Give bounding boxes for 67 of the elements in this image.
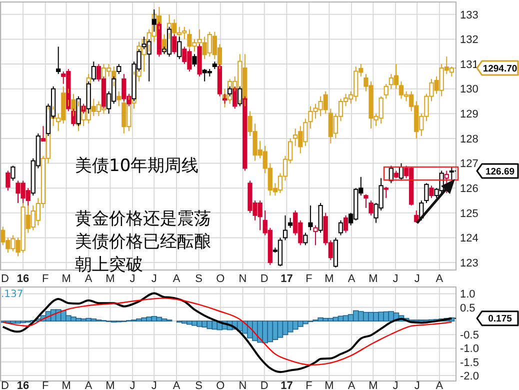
x-tick-label: A — [348, 273, 356, 285]
y-tick-label: 127 — [460, 158, 478, 170]
x-tick-label: 17 — [280, 273, 293, 285]
y-tick-label: -2.0 — [460, 370, 479, 382]
y-tick-label: 123 — [460, 257, 478, 270]
y-tick-label: 126 — [460, 182, 478, 195]
x-tick-label: M — [62, 273, 71, 285]
x-tick-label: J — [151, 273, 157, 285]
y-tick-label: 128 — [460, 133, 478, 146]
y-tick-label: 125 — [460, 208, 478, 220]
x-tick-label: A — [348, 380, 356, 390]
x-tick-label: M — [368, 273, 378, 285]
annotation: 美债10年期周线 — [75, 156, 199, 176]
x-tick-label: A — [436, 273, 444, 285]
x-tick-label: 16 — [16, 380, 30, 390]
x-tick-label: N — [238, 380, 247, 390]
x-tick-label: F — [42, 273, 50, 285]
x-tick-label: O — [216, 380, 226, 390]
x-tick-label: M — [62, 380, 71, 390]
x-tick-label: J — [130, 273, 136, 285]
x-tick-label: M — [368, 380, 378, 390]
x-tick-label: J — [392, 273, 398, 285]
y-tick-label: -1.5 — [460, 356, 479, 369]
x-tick-label: J — [414, 380, 420, 390]
x-tick-label: J — [151, 380, 157, 390]
x-tick-label: O — [216, 273, 226, 285]
y-tick-label: 132 — [460, 34, 478, 46]
x-tick-label: J — [130, 380, 136, 390]
x-tick-label: J — [392, 380, 398, 390]
y-tick-label: 1.0 — [460, 288, 476, 301]
annotation: 黄金价格还是震荡 — [75, 209, 211, 229]
text: 0.175 — [488, 314, 513, 325]
x-tick-label: D — [1, 273, 9, 285]
y-tick-label: 0.5 — [460, 302, 476, 314]
y-tick-label: -0.5 — [460, 330, 479, 342]
y-tick-label: 129 — [460, 108, 478, 121]
y-tick-label: -1.0 — [460, 343, 479, 356]
annotation: 朝上突破 — [75, 255, 143, 275]
x-tick-label: 17 — [280, 380, 293, 390]
text: 1294.70 — [482, 63, 518, 74]
x-tick-label: A — [172, 380, 181, 390]
x-tick-label: A — [84, 273, 93, 285]
annotation: .137 — [1, 289, 24, 300]
x-tick-label: S — [195, 273, 202, 285]
y-tick-label: 133 — [460, 9, 478, 22]
x-tick-label: N — [238, 273, 247, 285]
x-tick-label: D — [260, 380, 268, 390]
x-tick-label: 16 — [16, 273, 30, 285]
x-tick-label: F — [42, 380, 50, 390]
x-tick-label: A — [172, 273, 181, 285]
x-tick-label: M — [324, 273, 334, 285]
y-tick-label: 124 — [460, 232, 478, 245]
x-tick-label: A — [84, 380, 93, 390]
x-tick-label: F — [306, 380, 313, 390]
x-tick-label: A — [436, 380, 444, 390]
text: 126.69 — [485, 166, 515, 178]
x-tick-label: F — [306, 273, 313, 285]
annotation: 美债价格已经酝酿 — [75, 232, 211, 252]
x-tick-label: D — [260, 273, 268, 285]
x-tick-label: J — [414, 273, 420, 285]
x-tick-label: S — [195, 380, 202, 390]
y-tick-label: 130 — [460, 84, 478, 96]
x-tick-label: D — [1, 380, 9, 390]
x-tick-label: M — [106, 380, 115, 390]
x-tick-label: M — [324, 380, 334, 390]
y-tick-label: 131 — [460, 58, 478, 71]
x-tick-label: M — [106, 273, 115, 285]
